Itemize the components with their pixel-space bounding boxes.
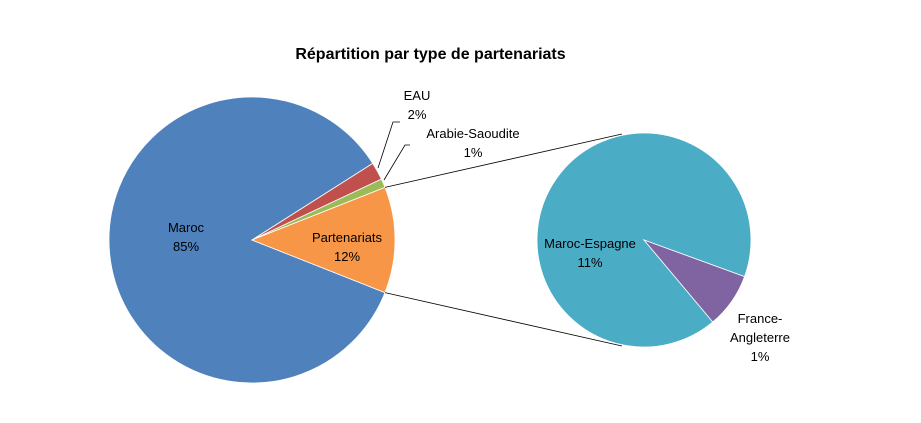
label-text: France-Angleterre <box>730 311 790 345</box>
data-label: EAU 2% <box>404 86 431 124</box>
label-text: 11% <box>577 255 603 270</box>
label-text: 12% <box>333 249 361 264</box>
connector-line <box>384 292 623 347</box>
connector-line <box>384 133 623 188</box>
label-text: 85% <box>172 239 200 254</box>
label-text: Maroc-Espagne <box>544 236 636 251</box>
label-text: EAU <box>403 88 431 103</box>
label-text: Partenariats <box>311 230 383 245</box>
label-text: 2% <box>407 107 427 122</box>
data-label: Maroc 85% <box>168 218 204 256</box>
label-text: 1% <box>463 145 483 160</box>
label-text: Maroc <box>167 220 205 235</box>
pie-slice <box>250 186 396 294</box>
data-label: Partenariats 12% <box>312 228 382 266</box>
data-label: Maroc-Espagne 11% <box>544 234 636 272</box>
label-text: Arabie-Saoudite <box>426 126 520 141</box>
leader-line <box>383 144 410 181</box>
data-label: France-Angleterre 1% <box>720 309 800 366</box>
pie-slice <box>108 96 386 384</box>
label-text: 1% <box>750 349 770 364</box>
pie-slice <box>642 239 746 323</box>
chart-title: Répartition par type de partenariats <box>295 46 566 63</box>
leader-line <box>377 121 400 169</box>
data-label: Arabie-Saoudite 1% <box>426 124 519 162</box>
